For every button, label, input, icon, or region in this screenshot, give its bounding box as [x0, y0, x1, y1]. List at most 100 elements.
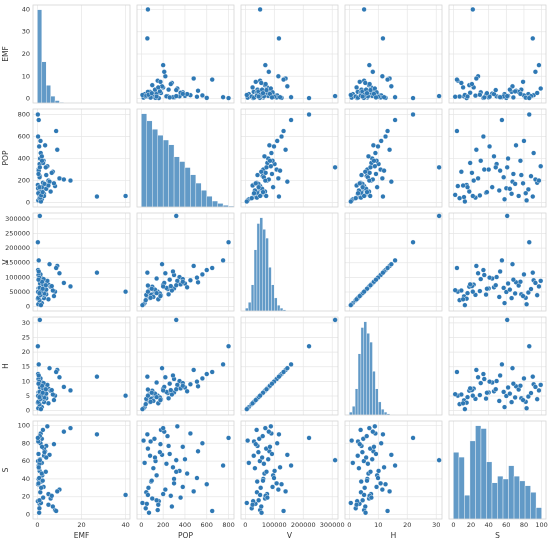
scatter-point	[520, 293, 526, 299]
scatter-point	[258, 503, 264, 510]
scatter-point	[42, 142, 48, 148]
scatter-point	[94, 374, 100, 380]
scatter-point	[36, 361, 42, 367]
histogram-bar	[475, 425, 482, 520]
scatter-point	[523, 190, 529, 196]
scatter-point	[275, 73, 281, 79]
scatter-point	[378, 480, 384, 486]
panel	[240, 316, 339, 416]
scatter-point	[486, 379, 493, 385]
scatter-point	[51, 293, 57, 299]
y-tick-label: 50000	[9, 288, 30, 296]
scatter-point	[348, 198, 354, 205]
x-tick-label: 200000	[291, 521, 316, 529]
scatter-point	[36, 475, 42, 481]
scatter-point	[54, 488, 60, 494]
panel-frame	[344, 108, 443, 208]
scatter-point	[366, 425, 372, 431]
scatter-point	[67, 425, 74, 431]
scatter-point	[517, 279, 524, 285]
panel-frame	[136, 4, 235, 104]
scatter-point	[151, 436, 158, 442]
scatter-point	[534, 90, 540, 96]
scatter-point	[180, 91, 186, 97]
histogram-bar	[206, 196, 213, 208]
scatter-point	[199, 92, 205, 99]
panel-frame	[344, 316, 443, 416]
scatter-point	[45, 400, 52, 406]
histogram-bar	[357, 353, 362, 416]
scatter-point	[538, 278, 544, 284]
scatter-point	[40, 189, 46, 195]
scatter-point	[379, 175, 385, 181]
histogram-bar	[41, 61, 47, 104]
panel-frame	[136, 212, 235, 312]
scatter-point	[382, 133, 389, 140]
scatter-point	[464, 394, 471, 400]
scatter-point	[35, 451, 42, 457]
scatter-point	[359, 449, 365, 455]
scatter-point	[375, 475, 381, 481]
y-tick-label: 10	[22, 72, 30, 80]
scatter-point	[458, 169, 464, 175]
scatter-point	[35, 480, 42, 486]
histogram-bar	[168, 144, 175, 208]
scatter-point	[67, 177, 74, 184]
scatter-point	[245, 438, 251, 444]
panel-frame	[448, 108, 547, 208]
scatter-point	[260, 478, 266, 484]
scatter-point	[452, 192, 458, 198]
scatter-point	[361, 289, 367, 295]
scatter-point	[148, 438, 154, 445]
scatter-point	[36, 257, 42, 263]
scatter-point	[348, 302, 354, 308]
scatter-point	[170, 372, 176, 379]
y-tick-label: 200	[18, 177, 30, 185]
scatter-point	[184, 91, 190, 97]
scatter-point	[168, 81, 174, 87]
scatter-point	[509, 295, 515, 301]
scatter-point	[45, 296, 52, 302]
scatter-point	[263, 81, 269, 87]
scatter-point	[157, 79, 164, 85]
scatter-point	[157, 449, 163, 455]
histogram-bar	[486, 461, 493, 520]
scatter-point	[40, 286, 46, 292]
histogram-bar	[184, 167, 191, 208]
scatter-point	[477, 92, 483, 98]
scatter-point	[163, 461, 170, 467]
histogram-bar	[453, 452, 460, 520]
scatter-point	[50, 391, 56, 398]
scatter-point	[282, 147, 289, 153]
panel	[32, 4, 131, 104]
scatter-point	[195, 448, 201, 454]
scatter-point	[220, 257, 226, 263]
scatter-point	[381, 94, 387, 100]
scatter-point	[471, 177, 477, 184]
scatter-point	[54, 147, 60, 153]
scatter-point	[270, 184, 276, 190]
scatter-point	[367, 193, 373, 199]
scatter-point	[49, 493, 55, 499]
scatter-point	[252, 465, 258, 471]
scatter-point	[269, 94, 275, 101]
y-tick-label: 60	[22, 457, 30, 465]
panel-frame	[136, 420, 235, 520]
scatter-point	[510, 171, 516, 177]
histogram-bar	[250, 284, 255, 312]
scatter-point	[477, 288, 483, 294]
scatter-point	[177, 495, 184, 501]
scatter-point	[268, 150, 275, 156]
scatter-point	[155, 84, 161, 91]
scatter-point	[36, 372, 42, 379]
scatter-point	[246, 460, 252, 466]
scatter-point	[209, 369, 215, 375]
histogram-bar	[513, 475, 520, 520]
scatter-point	[171, 476, 177, 482]
scatter-point	[368, 495, 374, 501]
scatter-point	[380, 431, 386, 437]
scatter-point	[184, 388, 190, 394]
histogram-bar	[464, 494, 471, 520]
scatter-point	[220, 361, 226, 367]
scatter-point	[160, 283, 166, 290]
